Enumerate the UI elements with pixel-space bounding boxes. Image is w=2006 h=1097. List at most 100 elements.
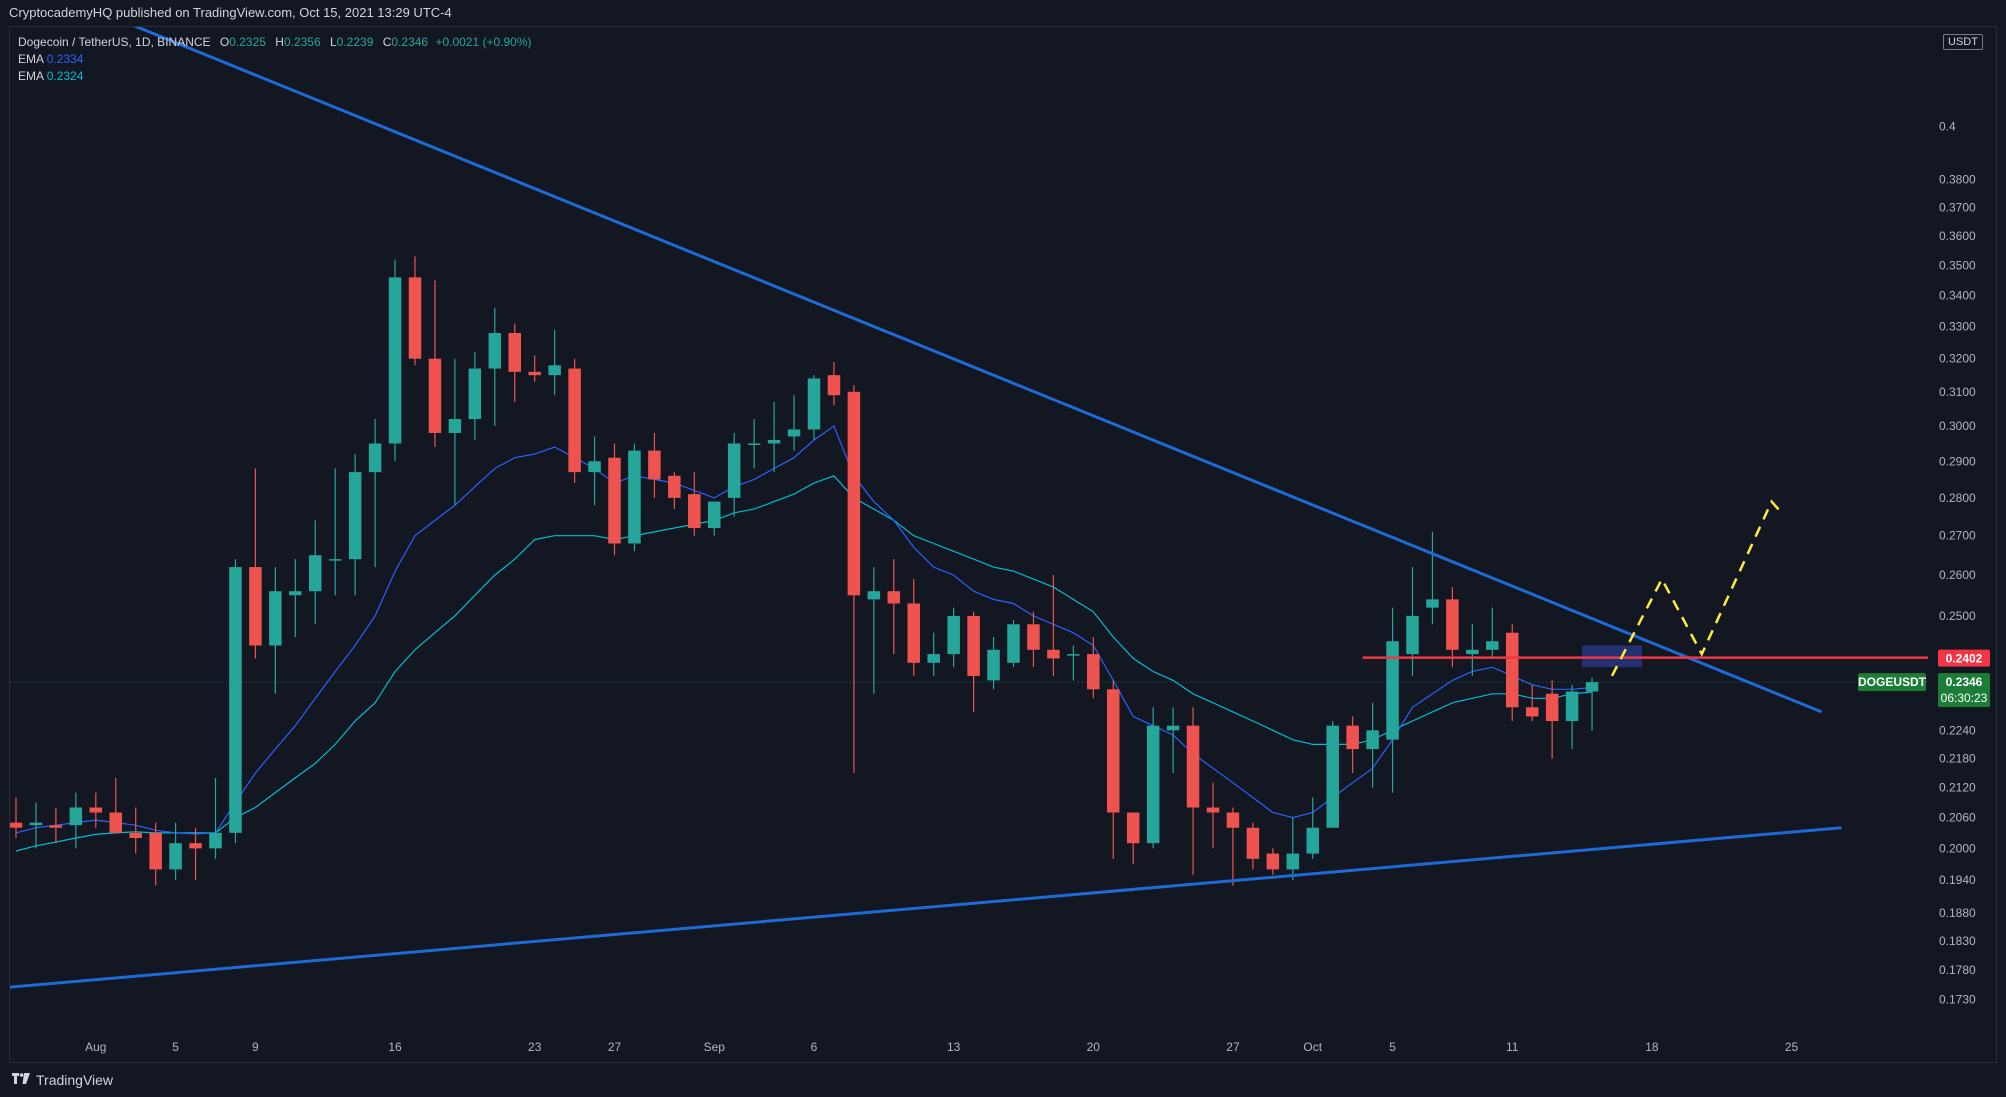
candle (428, 280, 442, 448)
resistance-price-label-bg (1938, 649, 1990, 667)
candle (1286, 817, 1300, 881)
ema2-value: 0.2324 (46, 69, 84, 83)
price-tick-label: 0.2060 (1939, 811, 1976, 825)
symbol-name[interactable]: Dogecoin / TetherUS, 1D, BINANCE (18, 35, 211, 49)
candle-body (189, 843, 202, 849)
candle (1047, 575, 1060, 676)
candle-body (328, 559, 342, 561)
candle (328, 468, 342, 596)
time-tick-label: Aug (85, 1040, 106, 1054)
candle (907, 579, 920, 676)
candle (1545, 680, 1559, 759)
price-tick-label: 0.3700 (1939, 201, 1976, 215)
price-tick-label: 0.3100 (1939, 385, 1976, 399)
candle-body (628, 450, 641, 544)
candle-body (807, 378, 821, 430)
candle (368, 419, 382, 568)
candle (1426, 531, 1439, 625)
open-value: 0.2325 (229, 35, 266, 49)
chart-legend: Dogecoin / TetherUS, 1D, BINANCE O0.2325… (18, 34, 532, 85)
resistance-price-label: 0.2402 (1938, 649, 1990, 667)
candle (1186, 707, 1200, 875)
candle (1386, 607, 1399, 793)
time-tick-label: 6 (811, 1040, 818, 1054)
candle (1027, 611, 1040, 668)
time-tick-label: 16 (388, 1040, 402, 1054)
candle-body (1326, 725, 1339, 828)
currency-badge[interactable]: USDT (1943, 34, 1983, 50)
chart-frame (9, 26, 1997, 1063)
time-tick-label: 20 (1087, 1040, 1101, 1054)
candle (708, 501, 721, 536)
candle (847, 385, 861, 774)
candle (528, 355, 541, 382)
candle-body (209, 832, 222, 849)
candle-body (10, 822, 23, 828)
candle-body (1426, 599, 1439, 608)
candle-body (388, 277, 402, 444)
candle-body (109, 812, 122, 833)
time-axis: Aug 5 9 16 23 27 Sep 6 13 20 27 Oct 5 11 18 25 (85, 1040, 1798, 1054)
ascending-trendline (10, 826, 1842, 989)
last-price-label-text: 0.2346 (1946, 675, 1983, 689)
time-tick-label: 27 (608, 1040, 622, 1054)
time-tick-label: 18 (1645, 1040, 1659, 1054)
candle (987, 636, 1000, 690)
candle-body (49, 825, 63, 828)
candle-body (169, 843, 182, 870)
candle-body (847, 391, 861, 596)
candle (1565, 684, 1579, 750)
candle-body (229, 567, 242, 833)
legend-symbol-row: Dogecoin / TetherUS, 1D, BINANCE O0.2325… (18, 34, 532, 51)
time-tick-label: 9 (252, 1040, 259, 1054)
candle (1366, 702, 1379, 788)
candle-body (129, 832, 142, 839)
price-tick-label: 0.3000 (1939, 419, 1976, 433)
published-text: CryptocademyHQ published on TradingView.… (9, 5, 452, 20)
tradingview-brand-text: TradingView (36, 1072, 114, 1088)
price-tick-label: 0.2700 (1939, 529, 1976, 543)
candle (129, 807, 142, 854)
candle-body (648, 450, 661, 480)
tradingview-brand[interactable]: TradingView (12, 1072, 113, 1088)
tradingview-logo-icon (12, 1072, 30, 1088)
candle (309, 520, 322, 625)
time-tick-label: 5 (172, 1040, 179, 1054)
candle (588, 436, 601, 506)
price-tick-label: 0.2240 (1939, 723, 1976, 737)
candle (89, 792, 103, 828)
candle-body (1266, 853, 1280, 870)
candle (229, 559, 242, 844)
candle-body (1087, 654, 1100, 690)
candle-body (1346, 725, 1359, 750)
legend-ema1-row[interactable]: EMA 0.2334 (18, 51, 532, 68)
footer-bar (0, 1063, 2006, 1097)
candle-body (688, 494, 701, 529)
price-tick-label: 0.3600 (1939, 229, 1976, 243)
candle (1466, 624, 1479, 676)
last-price-label: 0.2346 06:30:23 (1938, 673, 1990, 708)
candle (1525, 684, 1539, 722)
candle-body (508, 333, 521, 372)
candle (827, 362, 841, 406)
price-tick-label: 0.2180 (1939, 752, 1976, 766)
time-tick-label: 27 (1226, 1040, 1240, 1054)
candle (1306, 797, 1319, 859)
last-price-label-bg (1938, 673, 1990, 708)
candle (787, 395, 801, 451)
candle-body (987, 649, 1000, 681)
candle (29, 802, 43, 849)
candle (1486, 607, 1499, 659)
candle-body (29, 822, 43, 826)
candle (49, 807, 63, 844)
legend-ema2-row[interactable]: EMA 0.2324 (18, 68, 532, 85)
candle (1226, 807, 1240, 886)
candle-body (408, 277, 422, 359)
price-tick-label: 0.2500 (1939, 609, 1976, 623)
time-tick-label: 13 (947, 1040, 961, 1054)
high-label: H (275, 35, 284, 49)
candle-body (428, 358, 442, 433)
candle (1246, 822, 1260, 870)
candle (628, 443, 641, 552)
